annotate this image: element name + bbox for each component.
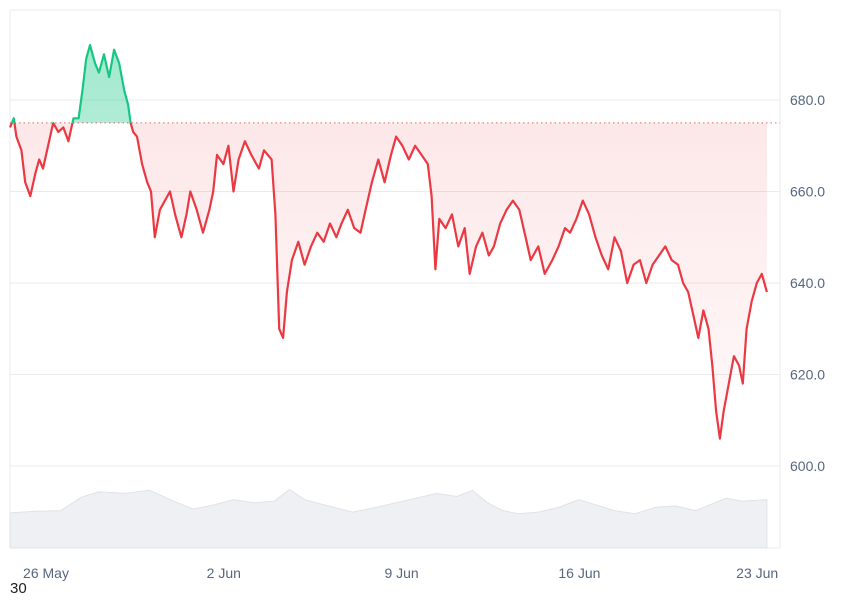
y-tick-label: 680.0 <box>790 92 825 108</box>
price-line-up <box>10 44 132 123</box>
y-tick-label: 660.0 <box>790 184 825 200</box>
grid-lines <box>9 9 781 549</box>
y-tick-label: 640.0 <box>790 275 825 291</box>
y-tick-label: 620.0 <box>790 367 825 383</box>
volume-area <box>9 488 768 549</box>
price-line-down <box>8 122 768 440</box>
x-tick-label: 9 Jun <box>384 565 418 581</box>
price-line[interactable] <box>8 44 768 440</box>
x-tick-label: 2 Jun <box>207 565 241 581</box>
price-fill <box>10 45 767 439</box>
down-fill <box>10 122 767 439</box>
volume-shape <box>9 488 768 549</box>
x-axis: 26 May 2 Jun 9 Jun 16 Jun 23 Jun <box>23 565 778 581</box>
corner-label: 30 <box>10 580 27 597</box>
x-tick-label: 23 Jun <box>736 565 778 581</box>
up-fill <box>11 45 131 123</box>
y-tick-label: 600.0 <box>790 458 825 474</box>
y-axis: 600.0 620.0 640.0 660.0 680.0 <box>790 92 825 474</box>
x-tick-label: 16 Jun <box>558 565 600 581</box>
x-tick-label: 26 May <box>23 565 69 581</box>
